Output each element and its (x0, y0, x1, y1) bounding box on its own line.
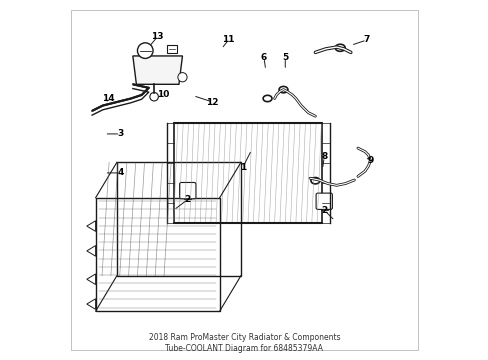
Text: 3: 3 (117, 130, 123, 139)
Text: 6: 6 (260, 53, 266, 62)
Text: 4: 4 (117, 168, 123, 177)
Text: 12: 12 (206, 98, 219, 107)
Text: 13: 13 (151, 32, 163, 41)
Text: 7: 7 (363, 36, 369, 45)
Text: 5: 5 (282, 53, 288, 62)
Text: 2018 Ram ProMaster City Radiator & Components
Tube-COOLANT Diagram for 68485379A: 2018 Ram ProMaster City Radiator & Compo… (148, 333, 340, 353)
Text: 11: 11 (222, 36, 234, 45)
FancyBboxPatch shape (179, 183, 196, 199)
Text: 1: 1 (239, 163, 245, 172)
Text: 9: 9 (366, 156, 373, 165)
Text: 10: 10 (157, 90, 169, 99)
Text: 2: 2 (321, 206, 326, 215)
Text: 8: 8 (321, 153, 326, 162)
Circle shape (149, 93, 158, 101)
Bar (166, 45, 177, 53)
FancyBboxPatch shape (315, 193, 332, 210)
Circle shape (137, 43, 153, 58)
Bar (173, 123, 322, 222)
Text: 2: 2 (184, 195, 190, 204)
Circle shape (178, 73, 187, 82)
Text: 14: 14 (102, 94, 114, 103)
Polygon shape (133, 56, 182, 84)
